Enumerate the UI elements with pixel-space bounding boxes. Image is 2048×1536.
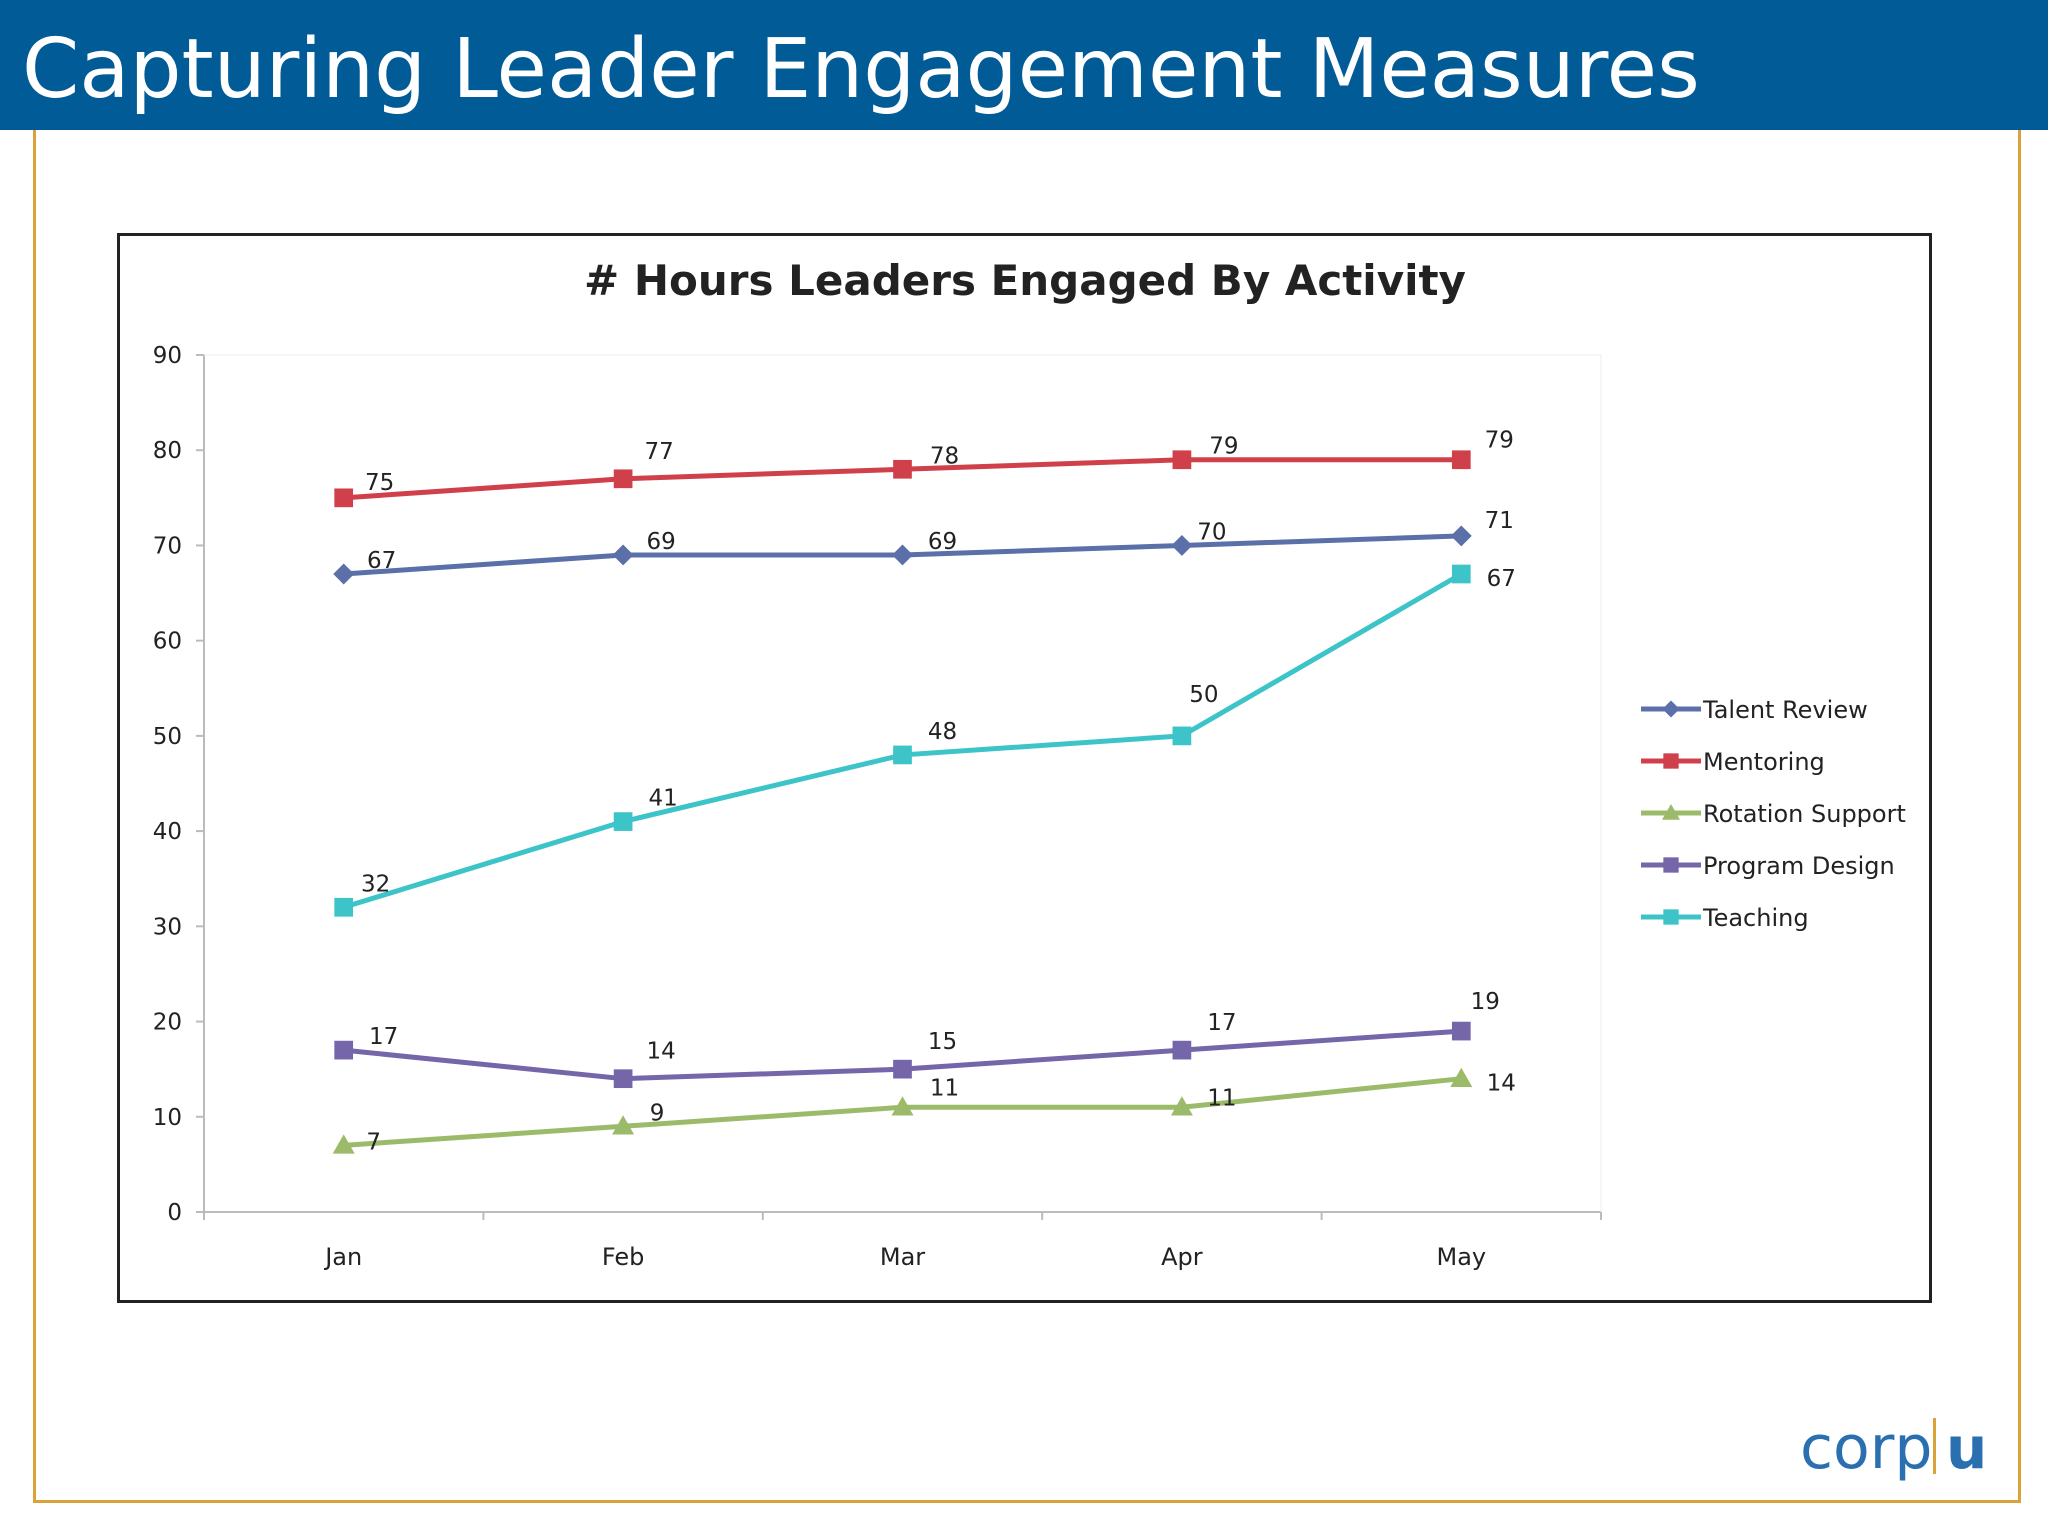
data-label: 15 <box>928 1029 957 1055</box>
legend-swatch-marker <box>1662 804 1680 820</box>
y-tick-label: 20 <box>153 1010 182 1036</box>
logo-text-corp: corp <box>1800 1413 1933 1483</box>
data-point-marker <box>613 469 633 489</box>
data-label: 41 <box>648 786 677 812</box>
data-label: 14 <box>1487 1071 1516 1097</box>
data-label: 69 <box>928 529 957 555</box>
legend-swatch-marker <box>1663 909 1679 925</box>
chart-container: # Hours Leaders Engaged By Activity 0 10 20… <box>117 233 1932 1303</box>
data-point-marker <box>612 1115 635 1135</box>
data-label: 79 <box>1209 434 1238 460</box>
data-label: 17 <box>1207 1010 1236 1036</box>
x-tick-label: Apr <box>1161 1243 1203 1271</box>
data-label: 70 <box>1197 519 1226 545</box>
logo-separator <box>1933 1418 1936 1474</box>
data-point-marker <box>1450 1067 1473 1087</box>
y-tick-label: 10 <box>153 1105 182 1131</box>
data-point-marker <box>1171 534 1193 556</box>
data-point-marker <box>334 897 354 917</box>
y-tick-label: 90 <box>153 343 182 369</box>
y-tick-label: 50 <box>153 724 182 750</box>
line-chart: # Hours Leaders Engaged By Activity 0 10 20… <box>153 256 1906 1271</box>
data-point-marker <box>1172 1040 1192 1060</box>
data-point-marker <box>1172 726 1192 746</box>
data-label: 19 <box>1471 989 1500 1015</box>
data-point-marker <box>612 544 634 566</box>
legend-swatch-marker <box>1663 753 1679 769</box>
data-point-marker <box>891 1096 914 1116</box>
data-point-marker <box>333 563 355 585</box>
data-point-marker <box>893 1059 912 1079</box>
legend-swatch-marker <box>1663 857 1679 873</box>
data-label: 14 <box>646 1039 675 1065</box>
data-point-marker <box>892 544 913 566</box>
data-label: 77 <box>644 439 673 465</box>
data-label: 11 <box>930 1075 959 1101</box>
data-point-marker <box>334 1040 354 1060</box>
data-label: 71 <box>1485 508 1514 534</box>
x-tick-label: Feb <box>602 1243 645 1271</box>
data-point-marker <box>893 459 912 479</box>
data-point-marker <box>613 1069 633 1089</box>
slide-frame <box>33 130 2021 1503</box>
series-line <box>342 571 1463 910</box>
data-point-marker <box>1451 564 1471 584</box>
y-tick-label: 0 <box>167 1200 182 1226</box>
data-point-marker <box>1170 1096 1193 1116</box>
legend-label: Talent Review <box>1702 696 1868 724</box>
y-tick-label: 60 <box>153 629 182 655</box>
data-label: 32 <box>361 871 390 897</box>
legend-swatch-marker <box>1662 700 1680 718</box>
slide-header: Capturing Leader Engagement Measures <box>0 0 2048 130</box>
y-tick-label: 70 <box>153 533 182 559</box>
data-point-marker <box>1172 450 1192 470</box>
y-tick-label: 30 <box>153 914 182 940</box>
legend-label: Rotation Support <box>1703 800 1906 828</box>
data-point-marker <box>1451 1021 1471 1041</box>
data-point-marker <box>334 488 354 508</box>
y-tick-label: 80 <box>153 438 182 464</box>
legend-label: Mentoring <box>1703 748 1825 776</box>
data-point-marker <box>1451 450 1471 470</box>
data-label: 79 <box>1485 428 1514 454</box>
chart-title: # Hours Leaders Engaged By Activity <box>584 256 1466 305</box>
data-label: 17 <box>369 1024 398 1050</box>
data-point-marker <box>332 1134 355 1154</box>
data-label: 50 <box>1189 682 1218 708</box>
y-tick-label: 40 <box>153 819 182 845</box>
legend-label: Program Design <box>1703 852 1895 880</box>
data-label: 69 <box>646 529 675 555</box>
x-tick-label: May <box>1436 1243 1486 1271</box>
data-label: 67 <box>367 548 396 574</box>
data-label: 11 <box>1207 1085 1236 1111</box>
data-label: 7 <box>366 1129 381 1155</box>
slide-title: Capturing Leader Engagement Measures <box>22 22 1700 117</box>
data-label: 75 <box>365 470 394 496</box>
logo-text-u: u <box>1946 1414 1988 1482</box>
data-label: 78 <box>930 443 959 469</box>
data-label: 67 <box>1487 566 1516 592</box>
legend-label: Teaching <box>1702 904 1809 932</box>
data-point-marker <box>893 745 912 765</box>
data-point-marker <box>1450 525 1472 547</box>
data-label: 9 <box>650 1100 665 1126</box>
corpu-logo: corp u <box>1800 1413 1990 1483</box>
x-tick-label: Mar <box>880 1243 925 1271</box>
x-tick-label: Jan <box>323 1243 362 1271</box>
data-label: 48 <box>928 719 957 745</box>
data-point-marker <box>613 812 633 831</box>
